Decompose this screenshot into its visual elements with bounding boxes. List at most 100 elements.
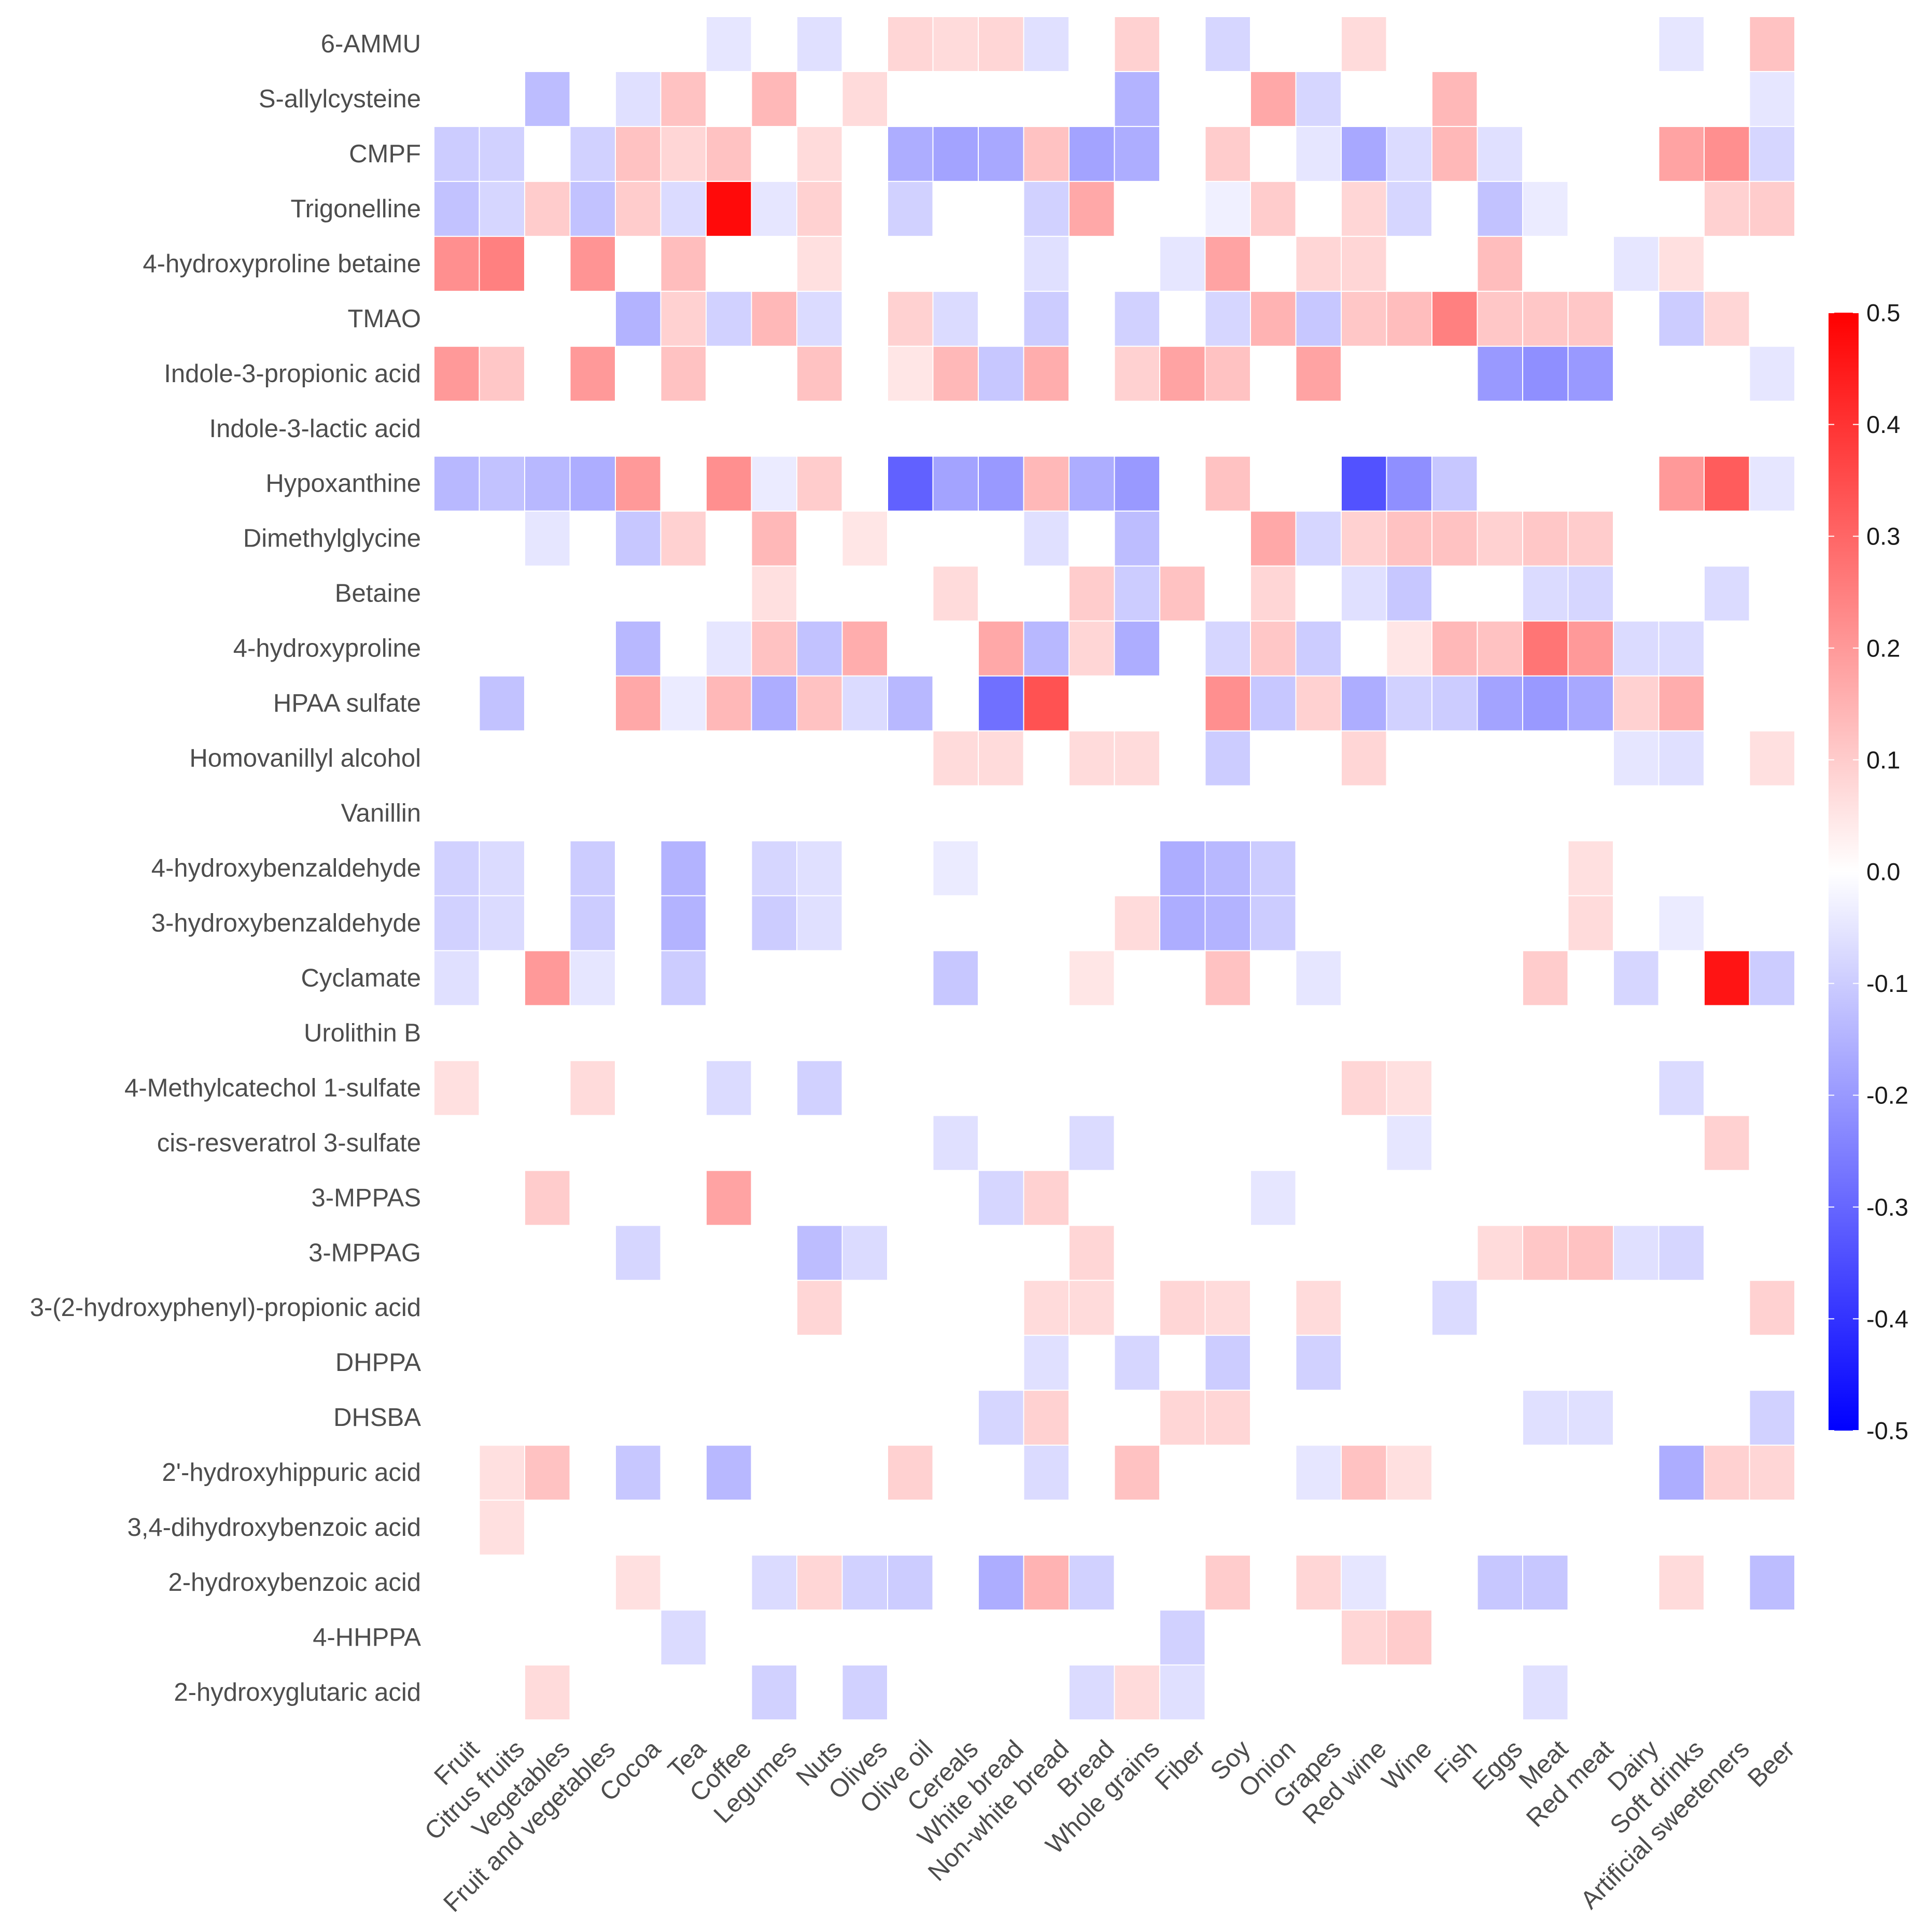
heatmap-cell (1159, 1609, 1206, 1666)
heatmap-cell (1250, 290, 1297, 347)
heatmap-cell (1204, 235, 1251, 292)
heatmap-cell (1250, 1170, 1297, 1226)
heatmap-cell (1522, 1225, 1569, 1281)
heatmap-cell (1658, 1060, 1705, 1116)
column-label: Fiber (1150, 1735, 1211, 1796)
heatmap-cells (433, 16, 1795, 1721)
heatmap-cell (524, 180, 571, 237)
heatmap-cell (569, 345, 616, 402)
heatmap-cell (1204, 840, 1251, 897)
heatmap-cell (706, 620, 752, 677)
heatmap-cell (479, 180, 525, 237)
heatmap-cell (615, 1225, 662, 1281)
heatmap-cell (932, 290, 979, 347)
heatmap-cell (569, 895, 616, 951)
heatmap-cell (569, 180, 616, 237)
heatmap-cell (660, 1609, 707, 1666)
heatmap-cell (479, 125, 525, 182)
heatmap-cell (1431, 71, 1478, 127)
heatmap-cell (1567, 510, 1614, 567)
colorbar-tick-label: -0.3 (1866, 1193, 1908, 1221)
heatmap-cell (1069, 565, 1115, 622)
heatmap-cell (887, 290, 934, 347)
heatmap-cell (1431, 1280, 1478, 1336)
heatmap-cell (1159, 345, 1206, 402)
heatmap-cell (660, 345, 707, 402)
heatmap-cell (796, 1555, 843, 1611)
heatmap-cell (1704, 950, 1750, 1006)
heatmap-cell (1704, 1445, 1750, 1501)
heatmap-cell (1477, 235, 1523, 292)
heatmap-cell (751, 510, 797, 567)
heatmap-cell (1023, 180, 1070, 237)
heatmap-cell (1204, 620, 1251, 677)
heatmap-cell (1704, 1115, 1750, 1171)
heatmap-cell (751, 1664, 797, 1721)
heatmap-cell (615, 180, 662, 237)
heatmap-cell (1749, 1445, 1795, 1501)
heatmap-cell (1023, 1335, 1070, 1391)
heatmap-cell (706, 1060, 752, 1116)
colorbar-tick-label: 0.3 (1866, 523, 1900, 550)
heatmap-cell (1159, 1390, 1206, 1446)
heatmap-cell (660, 125, 707, 182)
heatmap-cell (479, 840, 525, 897)
heatmap-cell (1250, 180, 1297, 237)
heatmap-cell (1522, 1664, 1569, 1721)
heatmap-cell (433, 125, 480, 182)
heatmap-cell (1341, 565, 1387, 622)
heatmap-cell (660, 840, 707, 897)
colorbar-tick-label: -0.2 (1866, 1082, 1908, 1109)
heatmap-cell (706, 1445, 752, 1501)
heatmap-cell (1069, 620, 1115, 677)
heatmap-cell (660, 675, 707, 732)
heatmap-cell (615, 1555, 662, 1611)
heatmap-cell (1023, 16, 1070, 72)
row-label: Urolithin B (304, 1019, 421, 1047)
heatmap-cell (1613, 950, 1660, 1006)
row-label: 3-hydroxybenzaldehyde (151, 909, 421, 937)
heatmap-cell (433, 455, 480, 512)
heatmap-cell (1114, 455, 1160, 512)
heatmap-cell (841, 1555, 888, 1611)
row-label: Vanillin (341, 800, 421, 828)
heatmap-cell (615, 510, 662, 567)
heatmap-cell (796, 840, 843, 897)
heatmap-cell (1522, 345, 1569, 402)
colorbar-tick-label: -0.4 (1866, 1305, 1908, 1333)
heatmap-cell (706, 1170, 752, 1226)
heatmap-cell (660, 895, 707, 951)
heatmap-cell (751, 1555, 797, 1611)
heatmap-cell (660, 290, 707, 347)
heatmap-cell (978, 125, 1024, 182)
row-label: CMPF (349, 140, 421, 168)
heatmap-cell (1204, 16, 1251, 72)
heatmap-cell (841, 675, 888, 732)
colorbar-tick-label: 0.4 (1866, 411, 1900, 438)
heatmap-cell (1658, 620, 1705, 677)
heatmap-cell (1204, 1555, 1251, 1611)
heatmap-cell (751, 180, 797, 237)
heatmap-cell (1658, 675, 1705, 732)
heatmap-cell (1114, 345, 1160, 402)
heatmap-cell (524, 510, 571, 567)
heatmap-cell (660, 180, 707, 237)
heatmap-cell (887, 455, 934, 512)
heatmap-cell (978, 455, 1024, 512)
heatmap-cell (615, 455, 662, 512)
heatmap-cell (1204, 675, 1251, 732)
heatmap-cell (932, 730, 979, 787)
heatmap-cell (433, 840, 480, 897)
heatmap-cell (433, 180, 480, 237)
row-label: 4-hydroxyproline (233, 635, 421, 663)
heatmap-cell (660, 950, 707, 1006)
heatmap-cell (1023, 345, 1070, 402)
heatmap-cell (1023, 1170, 1070, 1226)
heatmap-cell (1658, 290, 1705, 347)
heatmap-cell (1341, 16, 1387, 72)
column-label: Beer (1742, 1735, 1800, 1793)
heatmap-cell (524, 71, 571, 127)
heatmap-cell (1386, 1609, 1432, 1666)
heatmap-cell (932, 950, 979, 1006)
heatmap-cell (751, 290, 797, 347)
